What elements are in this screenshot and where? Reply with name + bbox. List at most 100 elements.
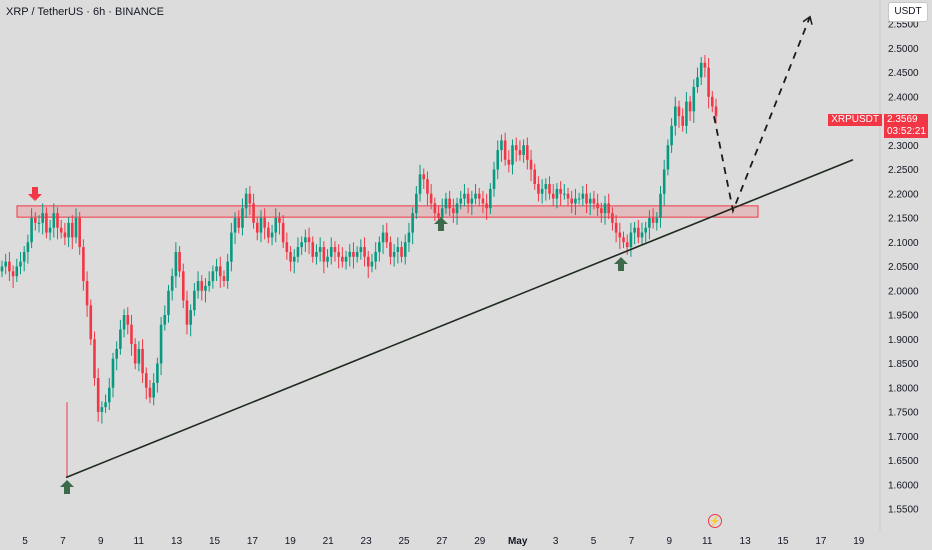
candle-body bbox=[74, 218, 78, 238]
candle-body bbox=[518, 150, 522, 155]
candle-body bbox=[581, 193, 585, 199]
symbol-title[interactable]: XRP / TetherUS · 6h · BINANCE bbox=[6, 6, 164, 18]
candle-body bbox=[100, 407, 104, 412]
last-price-tag: 2.3569 bbox=[884, 114, 928, 126]
candle-body bbox=[466, 193, 470, 204]
candle-body bbox=[315, 251, 318, 257]
candle-body bbox=[4, 261, 7, 267]
candle-body bbox=[699, 62, 703, 78]
candle-body bbox=[241, 208, 244, 228]
candle-body bbox=[281, 222, 285, 243]
candle-body bbox=[563, 193, 566, 195]
candle-body bbox=[193, 290, 196, 311]
candle-body bbox=[711, 96, 714, 107]
candle-body bbox=[289, 251, 292, 262]
candle-body bbox=[348, 251, 352, 257]
candle-body bbox=[37, 222, 41, 224]
candle-body bbox=[89, 305, 93, 340]
candle-body bbox=[148, 387, 152, 398]
candle-body bbox=[137, 348, 141, 364]
candle-body bbox=[26, 242, 30, 252]
candle-body bbox=[714, 106, 718, 117]
price-tick-label: 1.8000 bbox=[888, 383, 919, 394]
candle-body bbox=[422, 174, 426, 180]
candle-body bbox=[259, 218, 263, 233]
time-tick-label: 17 bbox=[815, 536, 827, 547]
time-tick-label: 23 bbox=[361, 536, 373, 547]
candle-body bbox=[189, 310, 192, 325]
candle-body bbox=[45, 213, 48, 233]
candle-body bbox=[677, 106, 681, 117]
candle-body bbox=[322, 247, 326, 262]
candle-body bbox=[407, 232, 411, 243]
candle-body bbox=[551, 193, 555, 199]
candle-body bbox=[548, 184, 551, 194]
price-tick-label: 2.5000 bbox=[888, 44, 919, 55]
candle-body bbox=[204, 285, 207, 291]
time-tick-label: 5 bbox=[591, 536, 597, 547]
candle-body bbox=[133, 344, 137, 364]
candle-body bbox=[685, 101, 688, 126]
candle-body bbox=[500, 140, 503, 151]
candle-body bbox=[211, 271, 215, 282]
candle-body bbox=[529, 159, 533, 170]
candle-body bbox=[600, 208, 603, 214]
candle-body bbox=[70, 222, 74, 238]
candle-body bbox=[444, 198, 448, 209]
lightning-icon[interactable]: ⚡ bbox=[708, 514, 722, 528]
candle-body bbox=[537, 184, 540, 194]
candle-body bbox=[0, 266, 4, 272]
candle-body bbox=[666, 145, 670, 170]
time-tick-label: 25 bbox=[398, 536, 410, 547]
candle-body bbox=[244, 193, 248, 209]
candle-body bbox=[592, 198, 596, 204]
candle-body bbox=[448, 198, 451, 209]
price-tick-label: 2.0000 bbox=[888, 286, 919, 297]
time-tick-label: 21 bbox=[323, 536, 335, 547]
time-tick-label: 7 bbox=[60, 536, 66, 547]
candle-body bbox=[403, 242, 407, 257]
time-tick-label: 15 bbox=[777, 536, 789, 547]
candle-body bbox=[674, 106, 677, 126]
time-tick-label: 11 bbox=[702, 536, 713, 547]
candle-body bbox=[474, 193, 477, 199]
candle-body bbox=[30, 218, 33, 243]
candle-body bbox=[577, 198, 581, 200]
candle-body bbox=[22, 251, 26, 262]
candle-body bbox=[300, 242, 303, 248]
time-tick-label: May bbox=[508, 536, 528, 547]
candle-body bbox=[178, 251, 181, 272]
time-tick-label: 9 bbox=[667, 536, 673, 547]
candle-body bbox=[452, 208, 455, 214]
time-tick-label: 5 bbox=[22, 536, 28, 547]
candle-body bbox=[144, 373, 148, 388]
price-tick-label: 2.4500 bbox=[888, 68, 919, 79]
time-tick-label: 29 bbox=[474, 536, 486, 547]
symbol-price-tag: XRPUSDT bbox=[828, 114, 882, 126]
candle-body bbox=[370, 261, 374, 267]
candle-body bbox=[522, 145, 525, 155]
candle-body bbox=[333, 247, 337, 252]
candle-body bbox=[378, 242, 381, 252]
candle-body bbox=[496, 150, 500, 170]
candle-body bbox=[19, 261, 22, 267]
candle-body bbox=[67, 222, 70, 238]
time-tick-label: 19 bbox=[285, 536, 297, 547]
candle-body bbox=[455, 203, 459, 214]
candle-body bbox=[163, 315, 167, 325]
candle-body bbox=[507, 159, 511, 165]
candle-body bbox=[614, 222, 618, 233]
candle-countdown: 03:52:21 bbox=[884, 126, 928, 138]
currency-badge[interactable]: USDT bbox=[888, 2, 928, 22]
time-tick-label: 19 bbox=[853, 536, 865, 547]
candle-body bbox=[670, 125, 673, 146]
price-tick-label: 1.6000 bbox=[888, 480, 919, 491]
candle-body bbox=[215, 266, 218, 272]
candle-body bbox=[644, 227, 648, 233]
candle-body bbox=[411, 213, 414, 233]
candle-body bbox=[374, 251, 377, 262]
buy-arrow-marker bbox=[614, 257, 628, 271]
candle-body bbox=[692, 87, 696, 112]
